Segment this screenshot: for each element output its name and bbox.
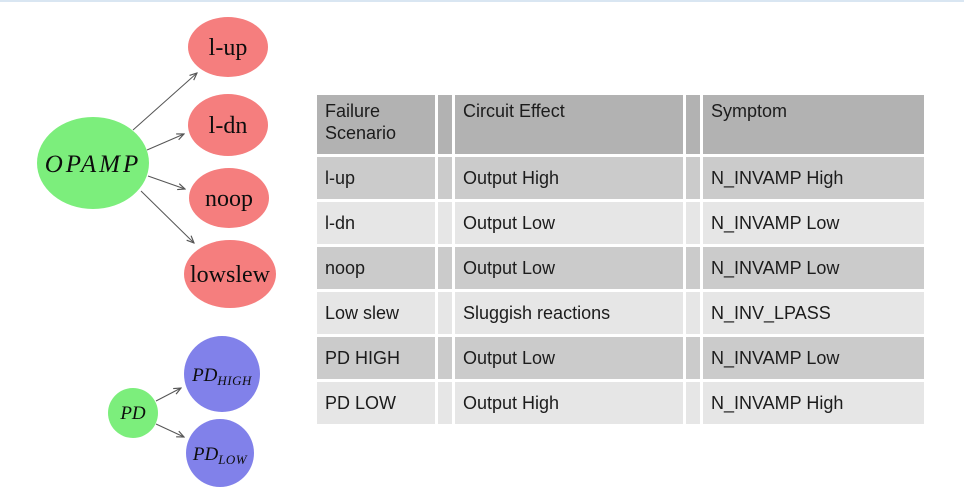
cell-spacer (686, 247, 700, 289)
cell-spacer (686, 382, 700, 424)
cell-spacer (686, 337, 700, 379)
cell-spacer (438, 157, 452, 199)
cell-spacer (686, 202, 700, 244)
pd-root-node-label: PD (119, 403, 146, 424)
opamp-node (37, 117, 149, 209)
fault-node-l-dn-label: l-dn (209, 113, 248, 139)
header-cell-circuit-effect: Circuit Effect (455, 95, 683, 154)
cell-effect: Sluggish reactions (455, 292, 683, 334)
pd-tree: PDHIGH PDLOW PD (108, 336, 260, 487)
cell-symptom: N_INVAMP High (703, 157, 924, 199)
edge-pd-high (155, 388, 181, 402)
edge-opamp-lowslew (140, 190, 194, 243)
cell-symptom: N_INVAMP Low (703, 337, 924, 379)
cell-effect: Output Low (455, 247, 683, 289)
cell-scenario: l-up (317, 157, 435, 199)
cell-spacer (438, 292, 452, 334)
pd-low-node-label: PDLOW (192, 444, 248, 467)
header-spacer-1 (438, 95, 452, 154)
pd-high-base: PD (191, 365, 218, 386)
top-accent-strip (0, 0, 964, 2)
cell-effect: Output High (455, 382, 683, 424)
cell-scenario: noop (317, 247, 435, 289)
pd-high-subscript: HIGH (216, 373, 252, 388)
edge-opamp-noop (147, 175, 185, 189)
pd-low-node (186, 419, 254, 487)
header-cell-failure-scenario: Failure Scenario (317, 95, 435, 154)
cell-spacer (438, 382, 452, 424)
pd-low-subscript: LOW (217, 452, 248, 467)
pd-root-node (108, 388, 158, 438)
fault-node-noop-label: noop (205, 186, 253, 212)
pd-high-node (184, 336, 260, 412)
pd-high-node-label: PDHIGH (191, 365, 252, 388)
cell-spacer (686, 157, 700, 199)
edge-opamp-l-up (132, 73, 197, 131)
pd-low-base: PD (192, 444, 219, 465)
cell-spacer (686, 292, 700, 334)
opamp-tree: OPAMP l-up l-dn noop lowslew (37, 17, 276, 308)
fault-node-noop (189, 168, 269, 228)
fault-node-lowslew-label: lowslew (190, 262, 271, 288)
opamp-node-label: OPAMP (45, 151, 141, 178)
cell-scenario: PD HIGH (317, 337, 435, 379)
fault-node-lowslew (184, 240, 276, 308)
cell-spacer (438, 202, 452, 244)
cell-effect: Output Low (455, 202, 683, 244)
fault-node-l-up-label: l-up (209, 35, 248, 61)
cell-scenario: Low slew (317, 292, 435, 334)
cell-symptom: N_INVAMP High (703, 382, 924, 424)
cell-symptom: N_INVAMP Low (703, 202, 924, 244)
cell-scenario: l-dn (317, 202, 435, 244)
cell-symptom: N_INV_LPASS (703, 292, 924, 334)
fault-node-l-up (188, 17, 268, 77)
cell-scenario: PD LOW (317, 382, 435, 424)
edge-pd-low (155, 423, 184, 437)
fault-node-l-dn (188, 94, 268, 156)
cell-spacer (438, 247, 452, 289)
cell-effect: Output Low (455, 337, 683, 379)
header-spacer-2 (686, 95, 700, 154)
header-cell-symptom: Symptom (703, 95, 924, 154)
failure-table: Failure Scenario Circuit Effect Symptom … (317, 95, 924, 424)
cell-effect: Output High (455, 157, 683, 199)
cell-spacer (438, 337, 452, 379)
cell-symptom: N_INVAMP Low (703, 247, 924, 289)
edge-opamp-l-dn (146, 134, 184, 151)
